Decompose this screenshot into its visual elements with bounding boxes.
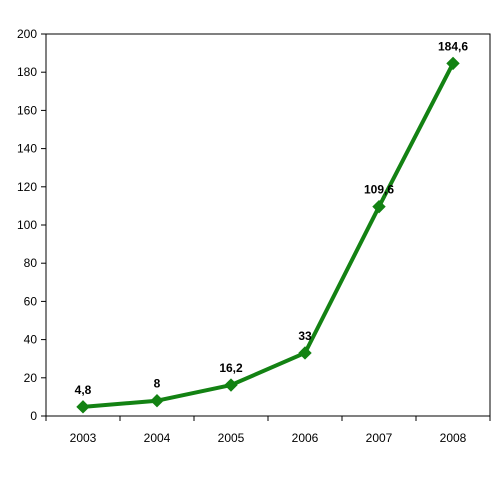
- x-tick-label: 2005: [218, 431, 245, 445]
- plot-frame: [45, 33, 491, 417]
- data-point-marker: [224, 378, 238, 392]
- data-point-marker: [298, 346, 312, 360]
- y-tick-label: 200: [17, 27, 37, 41]
- y-tick-label: 140: [17, 142, 37, 156]
- x-tick-label: 2006: [292, 431, 319, 445]
- data-label: 184,6: [438, 39, 468, 53]
- y-tick-label: 160: [17, 103, 37, 117]
- data-labels: 4,8 8 16,2 33 109,6 184,6: [75, 39, 469, 396]
- axes: 0 20 40 60 80 100 120 140 160 180 200 2003 2004 2005 2…: [17, 27, 491, 445]
- x-tick-label: 2003: [70, 431, 97, 445]
- y-tick-label: 60: [24, 294, 38, 308]
- y-tick-label: 80: [24, 256, 38, 270]
- x-tick-label: 2007: [366, 431, 393, 445]
- data-label: 109,6: [364, 183, 394, 197]
- series-line-path: [81, 61, 455, 409]
- series-line: [76, 56, 460, 414]
- x-tick-label: 2008: [440, 431, 467, 445]
- x-tick-label: 2004: [144, 431, 171, 445]
- data-point-marker: [372, 199, 386, 214]
- y-tick-label: 0: [30, 409, 37, 423]
- y-tick-label: 180: [17, 65, 37, 79]
- data-label: 8: [154, 377, 161, 391]
- data-point-marker: [150, 394, 164, 408]
- y-tick-label: 100: [17, 218, 37, 232]
- plot-area: [45, 33, 491, 417]
- y-tick-label: 40: [24, 333, 38, 347]
- data-point-marker: [446, 56, 460, 71]
- data-label: 4,8: [75, 383, 92, 397]
- data-label: 16,2: [219, 361, 243, 375]
- data-label: 33: [298, 329, 312, 343]
- y-tick-label: 120: [17, 180, 37, 194]
- data-point-marker: [76, 400, 90, 414]
- y-tick-label: 20: [24, 371, 38, 385]
